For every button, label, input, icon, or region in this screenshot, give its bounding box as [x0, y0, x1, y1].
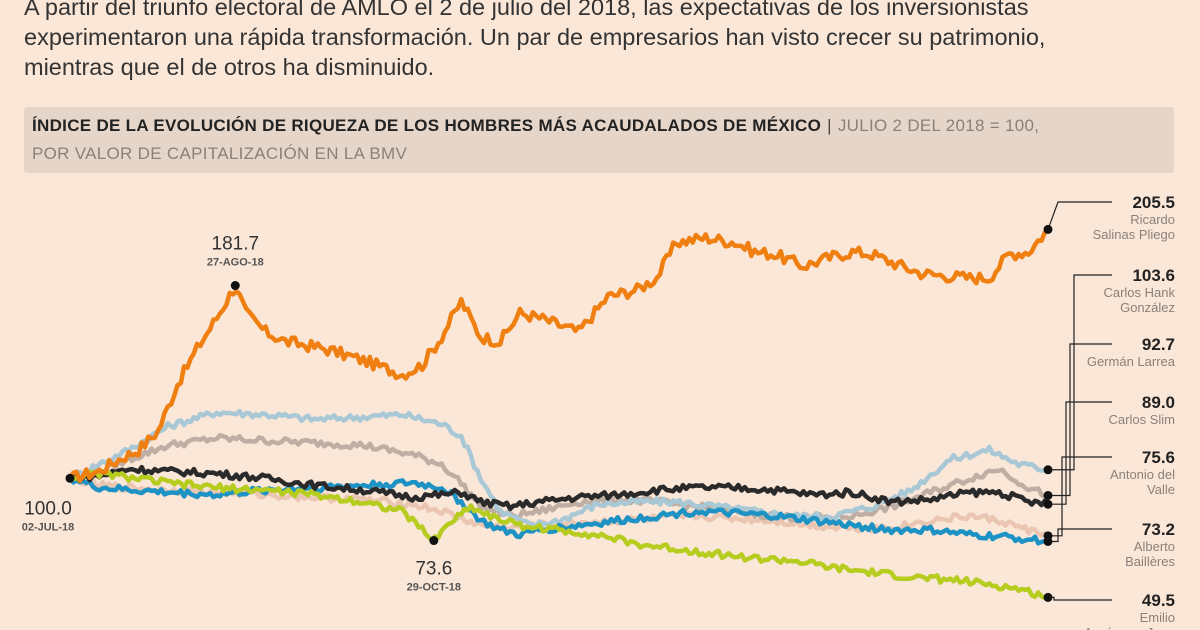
- end-value-alberto-bailleres: 73.2: [1142, 520, 1175, 539]
- end-marker-ricardo-salinas-pliego: [1043, 224, 1053, 234]
- leader-line-emilio-azcarraga-jean: [1048, 596, 1112, 601]
- annotation-date-1: 27-AGO-18: [207, 257, 264, 269]
- chart-title-line-2: POR VALOR DE CAPITALIZACIÓN EN LA BMV: [32, 144, 407, 164]
- annotation-marker-1: [230, 281, 240, 291]
- annotation-date-0: 02-JUL-18: [22, 521, 75, 533]
- end-value-german-larrea: 92.7: [1142, 335, 1175, 354]
- leader-line-german-larrea: [1048, 343, 1112, 497]
- chart-subtitle-part-1: JULIO 2 DEL 2018 = 100,: [837, 116, 1040, 135]
- series-name-carlos-hank-gonzalez-1: González: [1120, 300, 1175, 315]
- leader-line-carlos-slim: [1048, 401, 1112, 505]
- chart-title-band: ÍNDICE DE LA EVOLUCIÓN DE RIQUEZA DE LOS…: [24, 107, 1174, 173]
- end-value-emilio-azcarraga-jean: 49.5: [1142, 591, 1175, 610]
- end-marker-carlos-slim: [1043, 499, 1053, 509]
- series-line-ricardo-salinas-pliego: [67, 227, 1051, 484]
- annotation-date-2: 29-OCT-18: [407, 582, 461, 594]
- end-marker-alberto-bailleres: [1043, 536, 1053, 546]
- series-line-emilio-azcarraga-jean: [67, 468, 1051, 601]
- end-marker-carlos-hank-gonzalez: [1043, 465, 1053, 475]
- chart-title-line-1: ÍNDICE DE LA EVOLUCIÓN DE RIQUEZA DE LOS…: [32, 116, 1039, 136]
- intro-line-2: experimentaron una rápida transformación…: [24, 24, 1046, 50]
- series-name-alberto-bailleres-0: Alberto: [1134, 539, 1175, 554]
- leader-line-carlos-hank-gonzalez: [1048, 274, 1112, 471]
- annotation-value-1: 181.7: [212, 234, 260, 255]
- annotation-marker-2: [429, 536, 439, 546]
- intro-line-3: mientras que el de otros ha disminuido.: [24, 54, 435, 80]
- leader-line-alberto-bailleres: [1048, 528, 1112, 543]
- title-separator: |: [827, 116, 832, 135]
- series-line-german-larrea: [67, 433, 1051, 523]
- chart-subtitle-part-2: POR VALOR DE CAPITALIZACIÓN EN LA BMV: [32, 144, 408, 163]
- series-name-ricardo-salinas-pliego-0: Ricardo: [1130, 212, 1175, 227]
- annotation-marker-0: [65, 473, 75, 483]
- series-name-carlos-hank-gonzalez-0: Carlos Hank: [1103, 285, 1175, 300]
- series-name-alberto-bailleres-1: Baillères: [1125, 554, 1175, 569]
- series-name-carlos-slim-0: Carlos Slim: [1109, 412, 1175, 427]
- series-name-ricardo-salinas-pliego-1: Salinas Pliego: [1093, 227, 1175, 242]
- series-name-emilio-azcarraga-jean-1: Azcárraga Jean: [1084, 625, 1175, 630]
- series-line-carlos-slim: [67, 464, 1051, 512]
- leader-line-antonio-del-valle: [1048, 456, 1112, 537]
- series-line-carlos-hank-gonzalez: [67, 408, 1051, 529]
- end-value-ricardo-salinas-pliego: 205.5: [1132, 193, 1175, 212]
- annotation-value-0: 100.0: [24, 498, 72, 519]
- series-layer: [67, 227, 1051, 601]
- annotation-value-2: 73.6: [415, 559, 452, 580]
- end-marker-emilio-azcarraga-jean: [1043, 592, 1053, 602]
- leader-line-ricardo-salinas-pliego: [1047, 201, 1112, 230]
- series-name-antonio-del-valle-0: Antonio del: [1110, 467, 1175, 482]
- chart-title: ÍNDICE DE LA EVOLUCIÓN DE RIQUEZA DE LOS…: [32, 116, 822, 135]
- intro-text: A partir del triunfo electoral de AMLO e…: [24, 0, 1164, 82]
- end-value-carlos-hank-gonzalez: 103.6: [1132, 266, 1175, 285]
- end-value-antonio-del-valle: 75.6: [1142, 448, 1175, 467]
- end-value-carlos-slim: 89.0: [1142, 393, 1175, 412]
- marker-layer: [65, 201, 1112, 602]
- series-line-alberto-bailleres: [67, 476, 1051, 546]
- series-name-german-larrea-0: Germán Larrea: [1087, 354, 1176, 369]
- intro-line-1: A partir del triunfo electoral de AMLO e…: [24, 0, 1029, 20]
- end-marker-german-larrea: [1043, 490, 1053, 500]
- series-name-antonio-del-valle-1: Valle: [1147, 482, 1175, 497]
- series-name-emilio-azcarraga-jean-0: Emilio: [1140, 610, 1175, 625]
